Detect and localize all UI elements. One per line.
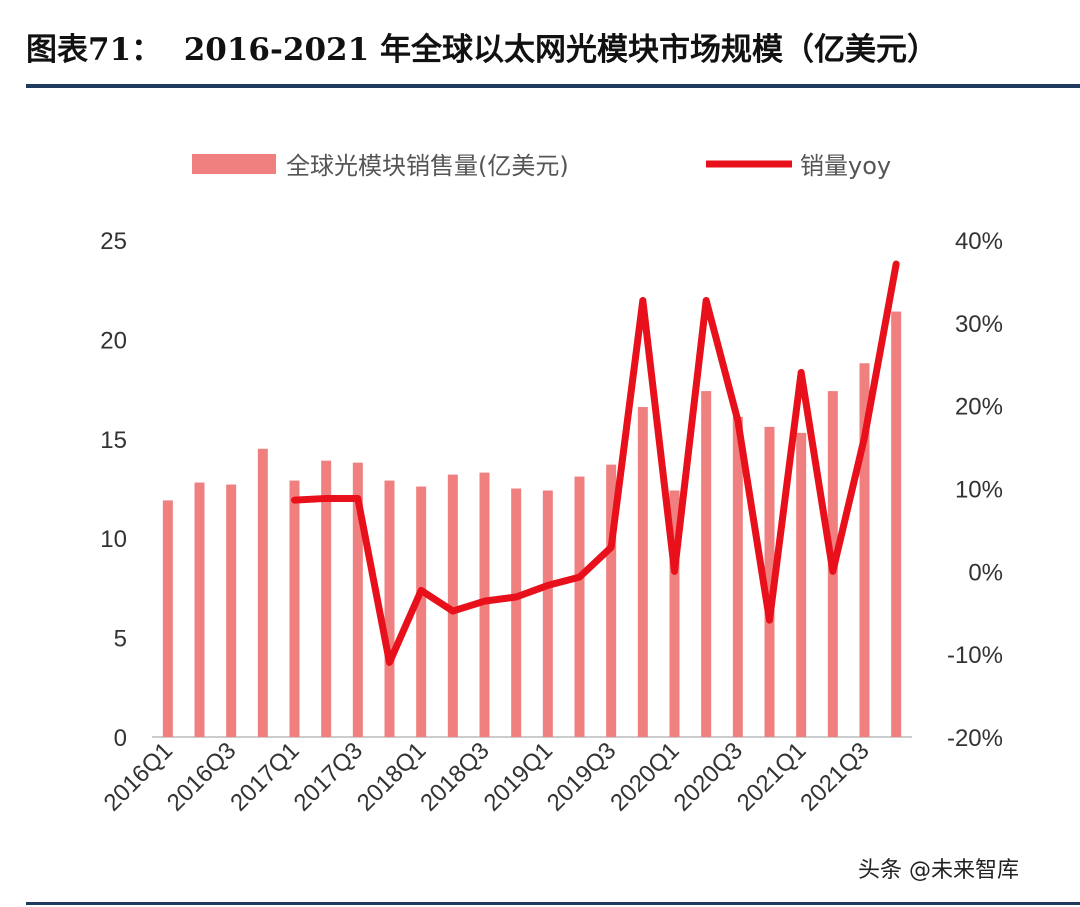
chart-title: 图表71： 2016-2021 年全球以太网光模块市场规模（亿美元） xyxy=(26,32,938,68)
bar-2016Q2 xyxy=(194,482,205,737)
x-tick-label: 2020Q1 xyxy=(605,737,684,816)
bottom-divider xyxy=(26,902,1080,905)
y-right-tick-label: -10% xyxy=(947,642,1003,669)
y-right-tick-label: 10% xyxy=(955,477,1003,504)
y-left-tick-label: 15 xyxy=(100,427,127,454)
bar-2020Q3 xyxy=(732,416,743,737)
yoy-line xyxy=(291,260,900,666)
bar-2016Q1 xyxy=(162,500,173,737)
x-tick-label: 2021Q1 xyxy=(732,737,811,816)
y-left-tick-label: 5 xyxy=(114,626,127,653)
x-tick-label: 2018Q1 xyxy=(352,737,431,816)
x-tick-label: 2016Q3 xyxy=(162,737,241,816)
x-tick-label: 2020Q3 xyxy=(669,737,748,816)
y-left-tick-label: 25 xyxy=(100,228,127,255)
bar-2021Q3 xyxy=(859,363,870,737)
bar-2020Q2 xyxy=(701,391,712,737)
bar-2017Q4 xyxy=(384,480,395,737)
bar-2021Q1 xyxy=(796,432,807,737)
bar-2019Q3 xyxy=(606,464,617,737)
legend-line-label: 销量yoy xyxy=(800,152,891,180)
bar-2019Q4 xyxy=(637,406,648,737)
bar-2020Q4 xyxy=(764,426,775,737)
x-tick-label: 2018Q3 xyxy=(415,737,494,816)
y-right-tick-label: 40% xyxy=(955,228,1003,255)
bar-2018Q2 xyxy=(447,474,458,737)
x-tick-label: 2021Q3 xyxy=(795,737,874,816)
bar-2016Q4 xyxy=(257,448,268,737)
bar-2016Q3 xyxy=(226,484,237,737)
y-right-tick-label: 20% xyxy=(955,394,1003,421)
y-right-tick-label: -20% xyxy=(947,725,1003,752)
y-right-tick-label: 0% xyxy=(968,559,1003,586)
x-tick-label: 2019Q1 xyxy=(479,737,558,816)
bar-2017Q2 xyxy=(321,460,332,737)
bar-2019Q2 xyxy=(574,476,585,737)
x-tick-label: 2016Q1 xyxy=(99,737,178,816)
bar-2021Q4 xyxy=(891,311,902,737)
legend-bar-swatch xyxy=(192,154,276,174)
x-tick-label: 2017Q3 xyxy=(289,737,368,816)
watermark: 头条 @未来智库 xyxy=(858,858,1019,883)
bar-2018Q1 xyxy=(416,486,427,737)
y-left-tick-label: 20 xyxy=(100,327,127,354)
legend-bar-label: 全球光模块销售量(亿美元) xyxy=(286,152,569,180)
y-left-tick-label: 0 xyxy=(114,725,127,752)
title-divider xyxy=(26,84,1080,88)
x-tick-label: 2017Q1 xyxy=(225,737,304,816)
x-tick-label: 2019Q3 xyxy=(542,737,621,816)
bar-2017Q3 xyxy=(352,462,363,737)
bar-2020Q1 xyxy=(669,490,680,737)
y-right-tick-label: 30% xyxy=(955,311,1003,338)
bar-2019Q1 xyxy=(542,490,553,737)
bar-2017Q1 xyxy=(289,480,300,737)
y-left-tick-label: 10 xyxy=(100,526,127,553)
bar-2018Q4 xyxy=(511,488,522,737)
